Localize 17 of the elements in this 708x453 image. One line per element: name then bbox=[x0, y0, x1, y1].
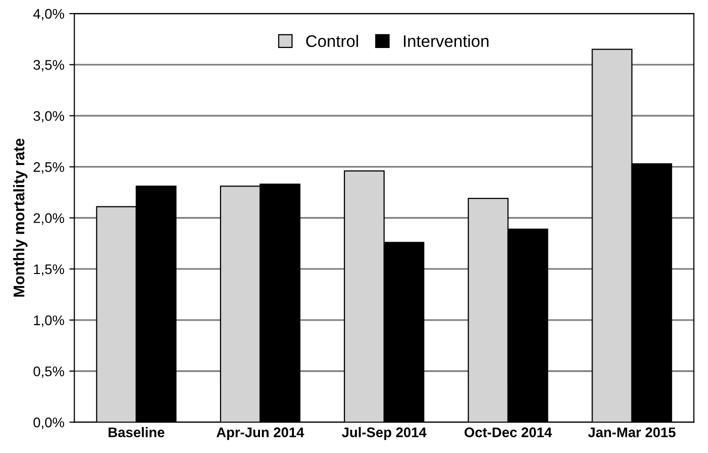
y-tick-label: 4,0% bbox=[33, 8, 64, 20]
y-tick-label: 1,0% bbox=[34, 315, 64, 327]
legend-label: Control bbox=[306, 34, 358, 48]
y-tick-label: 0,0% bbox=[34, 418, 64, 430]
x-tick-label: Jul-Sep 2014 bbox=[342, 427, 426, 440]
y-tick-label: 3,0% bbox=[33, 111, 64, 123]
y-tick-label: 1,5% bbox=[34, 264, 64, 276]
y-tick-label: 0,5% bbox=[34, 366, 64, 378]
y-tick-label: 2,0% bbox=[34, 213, 64, 225]
x-tick-label: Jan-Mar 2015 bbox=[588, 427, 676, 438]
x-tick-label: Baseline bbox=[108, 427, 164, 438]
y-axis-title: Monthly mortality rate bbox=[13, 138, 28, 297]
legend-label: Intervention bbox=[404, 34, 488, 48]
x-tick-label: Oct-Dec 2014 bbox=[464, 427, 552, 438]
x-tick-label: Apr-Jun 2014 bbox=[216, 427, 304, 440]
y-tick-label: 3,5% bbox=[33, 60, 64, 72]
y-tick-label: 2,5% bbox=[34, 162, 64, 174]
